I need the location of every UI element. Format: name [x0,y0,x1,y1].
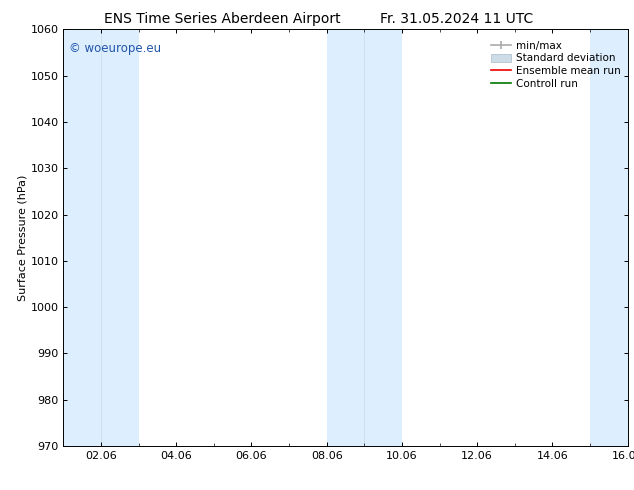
Legend: min/max, Standard deviation, Ensemble mean run, Controll run: min/max, Standard deviation, Ensemble me… [489,39,623,91]
Text: © woeurope.eu: © woeurope.eu [69,42,161,55]
Text: ENS Time Series Aberdeen Airport: ENS Time Series Aberdeen Airport [103,12,340,26]
Y-axis label: Surface Pressure (hPa): Surface Pressure (hPa) [18,174,28,301]
Bar [590,29,628,446]
Bar [101,29,139,446]
Bar [327,29,365,446]
Bar [63,29,101,446]
Text: Fr. 31.05.2024 11 UTC: Fr. 31.05.2024 11 UTC [380,12,533,26]
Bar [365,29,402,446]
